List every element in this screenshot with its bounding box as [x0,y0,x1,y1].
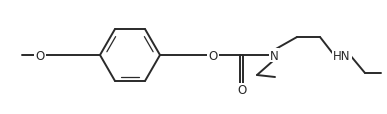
Text: O: O [237,84,247,97]
Text: N: N [270,49,278,62]
Text: O: O [35,49,45,62]
Text: HN: HN [333,49,351,62]
Text: O: O [208,49,217,62]
